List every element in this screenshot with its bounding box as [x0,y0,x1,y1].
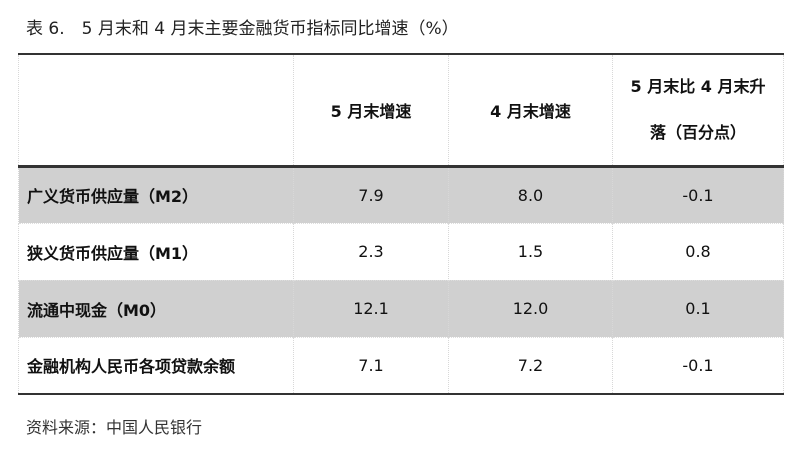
table-row: 狭义货币供应量（M1） 2.3 1.5 0.8 [18,223,784,280]
table-title: 表 6. 5 月末和 4 月末主要金融货币指标同比增速（%） [26,19,459,39]
row-label: 狭义货币供应量（M1） [18,223,294,280]
cell-apr: 7.2 [448,337,613,394]
header-row: 5 月末增速 4 月末增速 5 月末比 4 月末升 落（百分点） [18,54,784,168]
cell-change: 0.1 [612,280,784,337]
cell-may: 7.1 [293,337,449,394]
cell-apr: 1.5 [448,223,613,280]
cell-change: -0.1 [612,337,784,394]
row-label: 金融机构人民币各项贷款余额 [18,337,294,394]
table-row: 流通中现金（M0） 12.1 12.0 0.1 [18,280,784,337]
cell-change: -0.1 [612,166,784,223]
cell-change: 0.8 [612,223,784,280]
table-row: 广义货币供应量（M2） 7.9 8.0 -0.1 [18,166,784,223]
cell-apr: 8.0 [448,166,613,223]
financial-indicators-table: 5 月末增速 4 月末增速 5 月末比 4 月末升 落（百分点） 广义货币供应量… [18,53,784,395]
header-apr-growth: 4 月末增速 [448,54,613,168]
header-empty [18,54,294,168]
source-note: 资料来源：中国人民银行 [26,418,203,437]
cell-may: 12.1 [293,280,449,337]
table-row: 金融机构人民币各项贷款余额 7.1 7.2 -0.1 [18,337,784,394]
cell-may: 2.3 [293,223,449,280]
row-label: 流通中现金（M0） [18,280,294,337]
row-label: 广义货币供应量（M2） [18,166,294,223]
cell-may: 7.9 [293,166,449,223]
header-may-growth: 5 月末增速 [293,54,449,168]
header-change-line2: 落（百分点） [649,122,746,142]
header-change: 5 月末比 4 月末升 落（百分点） [612,54,784,168]
header-change-line1: 5 月末比 4 月末升 [630,76,766,96]
cell-apr: 12.0 [448,280,613,337]
